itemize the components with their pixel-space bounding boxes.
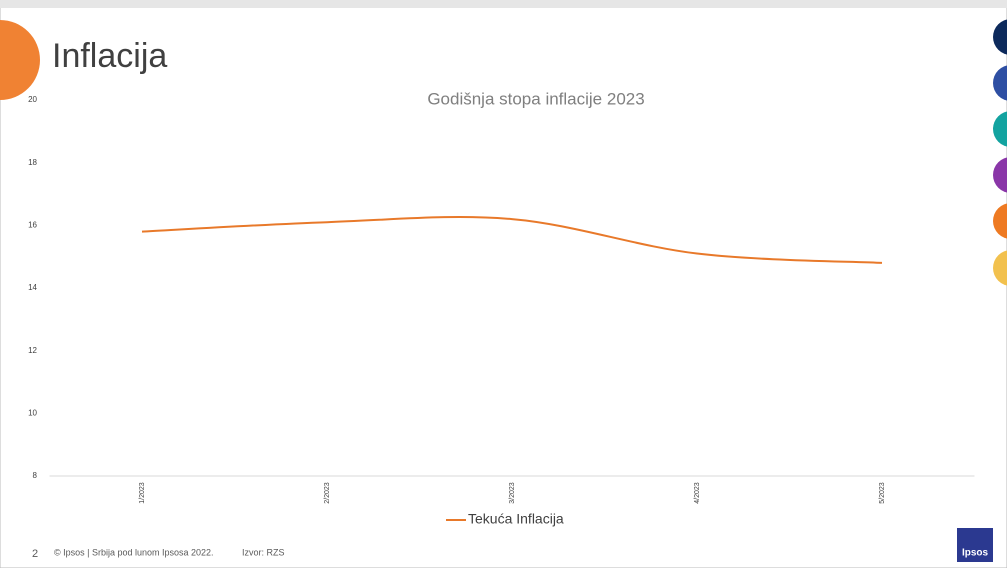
chart-title: Godišnja stopa inflacije 2023	[427, 89, 644, 108]
y-tick-label: 10	[28, 408, 37, 417]
decor-circle	[993, 157, 1007, 193]
x-tick-label: 3/2023	[509, 482, 516, 504]
source: Izvor: RZS	[242, 547, 285, 557]
y-tick-label: 16	[28, 220, 37, 229]
logo	[957, 528, 993, 562]
line-series	[141, 216, 883, 264]
page-number: 2	[32, 548, 38, 560]
top-bar	[0, 0, 1007, 8]
y-tick-label: 12	[28, 346, 37, 355]
decor-circle	[993, 111, 1007, 147]
decor-circle	[993, 19, 1007, 55]
decor-circle	[0, 20, 40, 100]
logo-text: Ipsos	[962, 548, 989, 559]
x-tick-label: 1/2023	[139, 482, 146, 504]
slide-title: Inflacija	[52, 37, 167, 75]
footer: © Ipsos | Srbija pod lunom Ipsosa 2022.	[54, 547, 214, 557]
legend-label: Tekuća Inflacija	[468, 511, 564, 527]
y-tick-label: 14	[28, 283, 37, 292]
x-tick-label: 5/2023	[879, 482, 886, 504]
y-tick-label: 20	[28, 95, 37, 104]
y-tick-label: 8	[33, 471, 38, 480]
decor-circle	[993, 65, 1007, 101]
decor-circle	[993, 203, 1007, 239]
y-tick-label: 18	[28, 158, 37, 167]
x-tick-label: 4/2023	[694, 482, 701, 504]
plot: 8 10 12 14 16 18 20 1/2023 2/2023 3/2023 4/2023 5/2…	[28, 95, 975, 527]
decor-circle	[993, 250, 1007, 286]
x-tick-label: 2/2023	[324, 482, 331, 504]
decor-circles	[993, 19, 1007, 286]
